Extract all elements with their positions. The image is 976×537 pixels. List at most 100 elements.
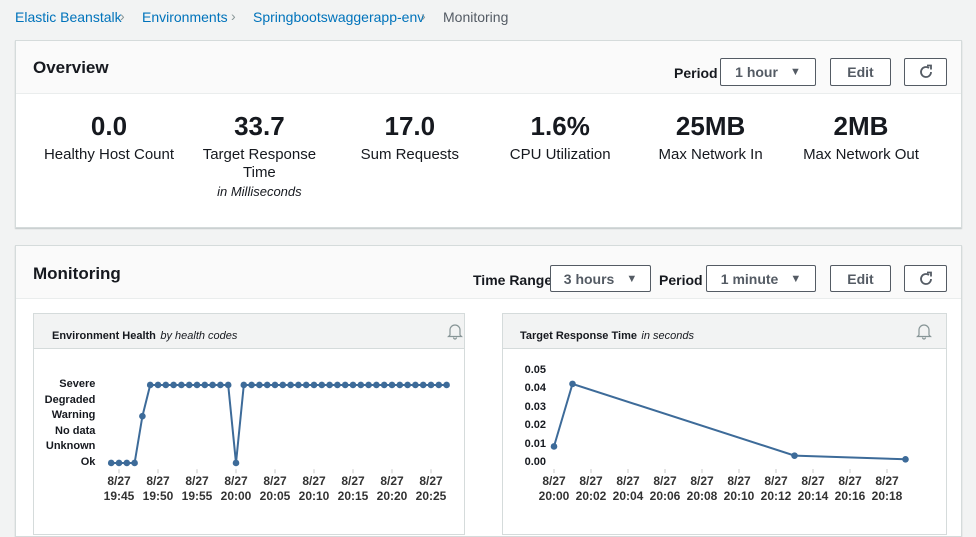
data-point — [302, 381, 310, 389]
data-point — [224, 381, 232, 389]
data-point — [279, 381, 287, 389]
data-point — [232, 459, 240, 467]
x-tick-label: 8/27 20:05 — [259, 474, 291, 504]
series-line — [553, 382, 906, 461]
breadcrumb-sep: › — [120, 8, 125, 24]
page: Elastic Beanstalk › Environments › Sprin… — [15, 8, 962, 537]
chart-heading: Target Response Time in seconds — [520, 326, 694, 344]
metric-label: Sum Requests — [360, 146, 459, 163]
metric-label: Target Response Time — [202, 146, 317, 181]
breadcrumb-link[interactable]: Elastic Beanstalk — [15, 9, 122, 25]
metric-value: 2MB — [833, 111, 889, 141]
y-tick-label: 0.02 — [524, 419, 546, 432]
y-tick-label: 0.05 — [524, 364, 546, 376]
panel-title: Overview — [33, 58, 109, 77]
y-tick-label: Warning — [51, 409, 96, 422]
data-point — [139, 412, 146, 420]
select-value: 3 hours — [563, 270, 615, 287]
edit-button[interactable]: Edit — [830, 58, 891, 86]
data-point — [435, 381, 443, 389]
data-point — [791, 452, 798, 459]
metric-label: Healthy Host Count — [43, 146, 175, 163]
x-tick-label: 8/27 20:12 — [760, 474, 792, 503]
data-point — [107, 459, 115, 467]
breadcrumb-link[interactable]: Environments — [142, 9, 228, 25]
chart-header — [503, 314, 946, 349]
data-point — [271, 381, 279, 389]
data-point — [185, 381, 193, 389]
x-tick-label: 8/27 20:10 — [298, 474, 330, 504]
data-point — [365, 381, 372, 389]
data-point — [357, 381, 365, 389]
data-point — [388, 381, 396, 389]
x-tick-label: 8/27 20:14 — [797, 474, 829, 503]
refresh-icon — [919, 271, 932, 285]
edit-button[interactable]: Edit — [830, 265, 891, 292]
metric-value: 17.0 — [384, 111, 436, 141]
data-point — [318, 381, 326, 389]
x-tick-label: 8/27 20:18 — [871, 474, 903, 503]
refresh-button[interactable] — [904, 265, 947, 292]
x-tick-label: 8/27 20:25 — [415, 474, 447, 504]
period-select[interactable]: 1 hour ▼ — [720, 58, 816, 86]
x-tick-label: 8/27 20:10 — [723, 474, 755, 503]
data-point — [178, 381, 185, 389]
breadcrumb-link[interactable]: Springbootswaggerapp-env — [253, 9, 425, 25]
select-value: 1 minute — [720, 270, 779, 287]
caret: ▼ — [626, 272, 638, 285]
metric-label: CPU Utilization — [509, 146, 611, 163]
caret: ▼ — [789, 66, 801, 78]
y-tick-label: 0.01 — [524, 437, 546, 450]
y-tick-label: 0.03 — [524, 400, 546, 413]
x-tick-label: 8/27 20:16 — [834, 474, 866, 503]
data-point — [569, 380, 576, 388]
chart-title: Target Response Time — [520, 330, 637, 342]
data-point — [443, 381, 450, 389]
series-line — [111, 384, 447, 464]
metric-label: Max Network In — [658, 146, 763, 163]
x-tick-label: 8/27 20:02 — [575, 474, 607, 503]
data-point — [201, 381, 209, 389]
chart-title: Environment Health — [52, 330, 156, 342]
chart-card: Environment Health by health codes — [33, 313, 465, 535]
data-point — [341, 381, 349, 389]
data-point — [217, 381, 224, 389]
data-point — [334, 381, 341, 389]
data-point — [154, 381, 162, 389]
data-point — [240, 381, 248, 389]
alarm-icon[interactable] — [916, 322, 932, 340]
metric-value: 33.7 — [234, 111, 285, 141]
data-point — [287, 381, 294, 389]
breadcrumb-sep: › — [421, 8, 426, 24]
data-point — [427, 381, 435, 389]
panel-title: Monitoring — [33, 264, 121, 283]
x-tick-label: 8/27 20:04 — [612, 474, 644, 503]
data-point — [131, 459, 138, 467]
time-range-label: Time Range — [473, 272, 553, 288]
refresh-icon — [919, 64, 932, 78]
data-point — [256, 381, 263, 389]
y-tick-label: Severe — [59, 377, 96, 390]
period-select[interactable]: 1 minute ▼ — [706, 265, 816, 292]
chart-subtitle: in seconds — [641, 330, 695, 342]
y-tick-label: No data — [55, 424, 96, 437]
x-tick-label: 8/27 19:50 — [142, 474, 174, 504]
x-tick-label: 8/27 20:00 — [220, 474, 252, 504]
data-point — [209, 381, 216, 389]
data-point — [902, 456, 909, 463]
metric-value: 1.6% — [530, 111, 590, 141]
metric-label: Max Network Out — [803, 146, 919, 163]
alarm-icon[interactable] — [447, 322, 463, 340]
refresh-button[interactable] — [904, 58, 947, 86]
x-tick-label: 8/27 20:08 — [686, 474, 718, 503]
metric-value: 25MB — [675, 111, 746, 141]
data-point — [373, 381, 380, 389]
y-tick-label: Degraded — [44, 393, 96, 406]
metric-value: 0.0 — [90, 111, 128, 141]
chart-heading: Environment Health by health codes — [52, 326, 237, 344]
period-label: Period — [674, 65, 718, 81]
y-tick-label: Unknown — [45, 440, 96, 453]
time-range-select[interactable]: 3 hours ▼ — [550, 265, 651, 292]
data-point — [396, 381, 404, 389]
data-point — [349, 381, 357, 389]
